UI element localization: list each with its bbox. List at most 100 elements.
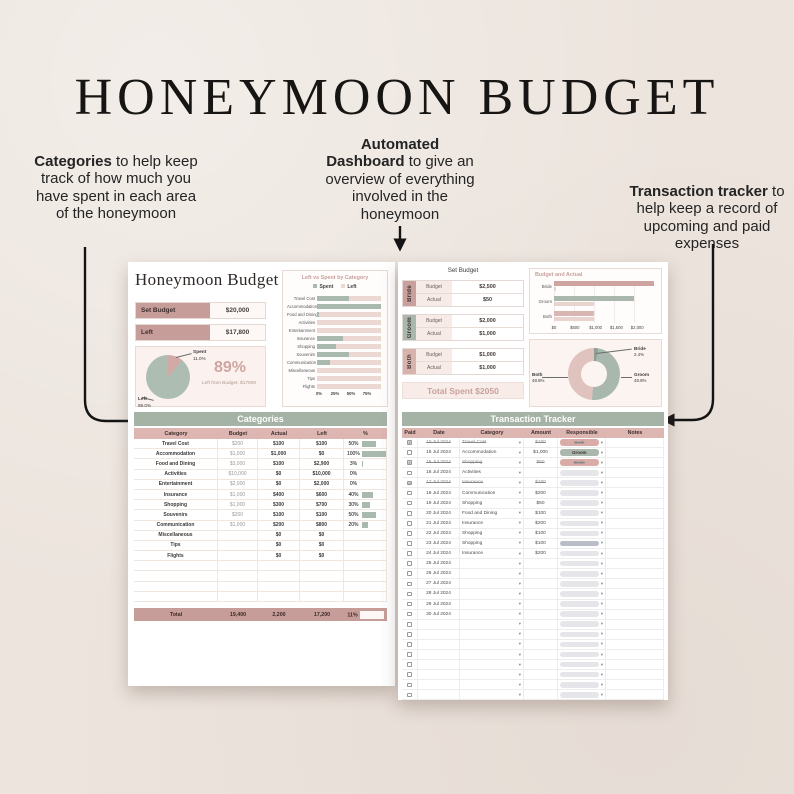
paid-checkbox[interactable] xyxy=(407,581,412,587)
responsible-dropdown-caret[interactable]: ▾ xyxy=(600,580,603,586)
responsible-cell[interactable]: Bride ▾ xyxy=(558,458,606,468)
category-dropdown-caret[interactable]: ▾ xyxy=(518,469,521,475)
category-cell[interactable]: Insurance ▾ xyxy=(460,549,524,559)
amount-cell[interactable] xyxy=(524,589,558,599)
category-cell[interactable]: Insurance xyxy=(134,489,218,500)
date-cell[interactable]: 18 Jul 2024 xyxy=(418,488,460,498)
category-dropdown-caret[interactable]: ▾ xyxy=(518,611,521,617)
responsible-pill[interactable] xyxy=(560,661,599,668)
category-dropdown-caret[interactable]: ▾ xyxy=(518,479,521,485)
paid-checkbox[interactable] xyxy=(407,601,412,607)
notes-cell[interactable] xyxy=(606,629,664,639)
category-cell[interactable]: Communication xyxy=(134,520,218,530)
paid-checkbox[interactable] xyxy=(407,510,412,516)
category-dropdown-caret[interactable]: ▾ xyxy=(518,590,521,596)
notes-cell[interactable] xyxy=(606,488,664,498)
amount-cell[interactable]: $100 xyxy=(524,478,558,488)
actual-cell[interactable]: $1,000 xyxy=(258,449,300,459)
category-dropdown-caret[interactable]: ▾ xyxy=(518,500,521,506)
category-dropdown-caret[interactable]: ▾ xyxy=(518,510,521,516)
responsible-dropdown-caret[interactable]: ▾ xyxy=(600,560,603,566)
category-cell[interactable]: ▾ xyxy=(460,649,524,660)
notes-cell[interactable] xyxy=(606,559,664,569)
responsible-dropdown-caret[interactable]: ▾ xyxy=(600,651,603,657)
date-cell[interactable]: 28 Jul 2024 xyxy=(418,589,460,599)
category-cell[interactable]: ▾ xyxy=(460,619,524,629)
paid-checkbox[interactable] xyxy=(407,652,412,657)
responsible-pill[interactable] xyxy=(560,500,599,506)
category-cell[interactable]: Shopping ▾ xyxy=(460,528,524,538)
category-cell[interactable]: ▾ xyxy=(460,629,524,639)
notes-cell[interactable] xyxy=(606,538,664,549)
date-cell[interactable]: 25 Jul 2024 xyxy=(418,559,460,569)
budget-cell[interactable]: $10,000 xyxy=(218,469,258,479)
responsible-dropdown-caret[interactable]: ▾ xyxy=(600,681,603,687)
notes-cell[interactable] xyxy=(606,448,664,458)
paid-checkbox[interactable] xyxy=(407,561,412,566)
date-cell[interactable]: 20 Jul 2024 xyxy=(418,508,460,518)
actual-cell[interactable]: $0 xyxy=(258,469,300,479)
amount-cell[interactable] xyxy=(524,559,558,569)
date-cell[interactable]: 16 Jul 2024 xyxy=(418,468,460,478)
responsible-cell[interactable]: Groom ▾ xyxy=(558,448,606,458)
responsible-dropdown-caret[interactable]: ▾ xyxy=(600,530,603,536)
responsible-cell[interactable]: ▾ xyxy=(558,468,606,478)
category-dropdown-caret[interactable]: ▾ xyxy=(518,560,521,566)
paid-checkbox[interactable] xyxy=(407,692,412,698)
paid-checkbox[interactable] xyxy=(407,521,412,526)
budget-cell[interactable]: $1,000 xyxy=(218,520,258,530)
responsible-pill[interactable] xyxy=(560,530,599,537)
category-dropdown-caret[interactable]: ▾ xyxy=(518,601,521,607)
responsible-dropdown-caret[interactable]: ▾ xyxy=(600,490,603,496)
date-cell[interactable]: 10 Jul 2024 xyxy=(418,438,460,448)
notes-cell[interactable] xyxy=(606,589,664,599)
category-cell[interactable]: Entertainment xyxy=(134,479,218,489)
category-cell[interactable]: Food and Dining xyxy=(134,459,218,469)
category-dropdown-caret[interactable]: ▾ xyxy=(518,449,521,455)
notes-cell[interactable] xyxy=(606,549,664,559)
date-cell[interactable] xyxy=(418,680,460,690)
category-cell[interactable]: Insurance ▾ xyxy=(460,518,524,528)
date-cell[interactable] xyxy=(418,619,460,629)
responsible-pill[interactable] xyxy=(560,540,599,547)
responsible-dropdown-caret[interactable]: ▾ xyxy=(600,449,603,455)
responsible-pill[interactable] xyxy=(560,490,599,496)
responsible-pill[interactable] xyxy=(560,621,599,627)
category-cell[interactable]: Food and Dining ▾ xyxy=(460,508,524,518)
category-dropdown-caret[interactable]: ▾ xyxy=(518,651,521,657)
amount-cell[interactable]: $200 xyxy=(524,488,558,498)
paid-checkbox[interactable] xyxy=(407,470,412,476)
responsible-cell[interactable]: ▾ xyxy=(558,639,606,649)
responsible-pill[interactable] xyxy=(560,550,599,557)
amount-cell[interactable] xyxy=(524,609,558,619)
category-dropdown-caret[interactable]: ▾ xyxy=(518,580,521,586)
category-dropdown-caret[interactable]: ▾ xyxy=(518,490,521,496)
paid-checkbox[interactable] xyxy=(407,672,412,677)
responsible-cell[interactable]: ▾ xyxy=(558,629,606,639)
category-dropdown-caret[interactable]: ▾ xyxy=(518,520,521,526)
responsible-pill[interactable] xyxy=(560,470,599,476)
budget-cell[interactable]: $200 xyxy=(218,510,258,520)
date-cell[interactable]: 19 Jul 2024 xyxy=(418,498,460,508)
category-cell[interactable]: ▾ xyxy=(460,670,524,680)
responsible-cell[interactable]: ▾ xyxy=(558,670,606,680)
budget-cell[interactable]: $1,000 xyxy=(218,500,258,510)
notes-cell[interactable] xyxy=(606,680,664,690)
category-dropdown-caret[interactable]: ▾ xyxy=(518,540,521,546)
date-cell[interactable]: 29 Jul 2024 xyxy=(418,599,460,609)
responsible-dropdown-caret[interactable]: ▾ xyxy=(600,439,603,445)
category-dropdown-caret[interactable]: ▾ xyxy=(518,621,521,627)
responsible-cell[interactable]: ▾ xyxy=(558,680,606,690)
category-dropdown-caret[interactable]: ▾ xyxy=(518,550,521,556)
amount-cell[interactable] xyxy=(524,468,558,478)
paid-checkbox[interactable]: ✓ xyxy=(407,480,412,486)
responsible-dropdown-caret[interactable]: ▾ xyxy=(600,621,603,627)
category-cell[interactable]: Tips xyxy=(134,540,218,551)
amount-cell[interactable]: $100 xyxy=(524,508,558,518)
responsible-cell[interactable]: ▾ xyxy=(558,690,606,700)
category-dropdown-caret[interactable]: ▾ xyxy=(518,691,521,697)
category-cell[interactable]: Shopping ▾ xyxy=(460,498,524,508)
category-cell[interactable]: Souvenirs xyxy=(134,510,218,520)
responsible-pill[interactable] xyxy=(560,611,599,617)
date-cell[interactable]: 24 Jul 2024 xyxy=(418,549,460,559)
